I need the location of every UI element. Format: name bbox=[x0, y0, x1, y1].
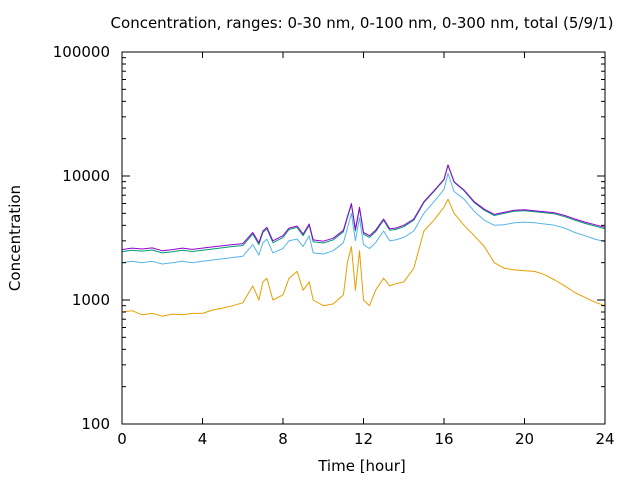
series-line-1 bbox=[121, 198, 606, 317]
y-tick-label: 100000 bbox=[53, 43, 110, 61]
y-axis-label: Concentration bbox=[6, 185, 24, 291]
x-tick-label: 12 bbox=[354, 430, 373, 448]
series-line-3 bbox=[121, 164, 606, 254]
x-tick-label: 16 bbox=[434, 430, 453, 448]
plot-area-frame bbox=[121, 51, 606, 425]
y-tick-label: 100 bbox=[81, 415, 110, 433]
series-line-4 bbox=[121, 164, 606, 252]
chart-title: Concentration, ranges: 0-30 nm, 0-100 nm… bbox=[111, 14, 614, 32]
y-tick-label: 10000 bbox=[62, 167, 110, 185]
x-tick-label: 0 bbox=[117, 430, 127, 448]
series-layer bbox=[121, 164, 606, 317]
y-tick-label: 1000 bbox=[72, 291, 110, 309]
series-line-2 bbox=[121, 172, 606, 265]
tick-layer: 0 4 8 12 16 20 24 100 1000 10000 100000 bbox=[53, 43, 615, 448]
x-tick-label: 20 bbox=[515, 430, 534, 448]
x-axis-label: Time [hour] bbox=[317, 457, 406, 475]
x-tick-label: 24 bbox=[595, 430, 614, 448]
x-tick-label: 8 bbox=[278, 430, 288, 448]
x-tick-label: 4 bbox=[198, 430, 208, 448]
